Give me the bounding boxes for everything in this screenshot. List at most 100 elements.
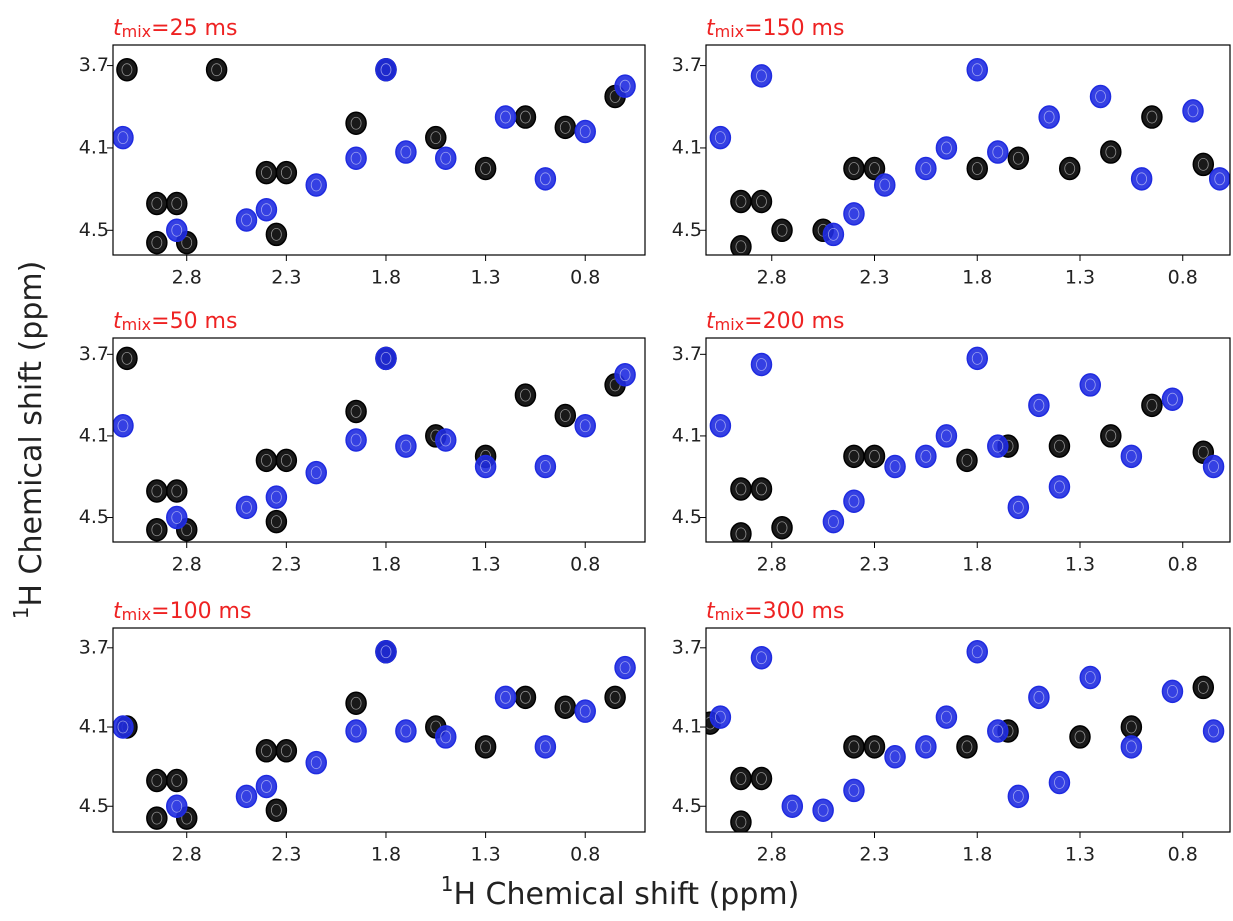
peak-contour — [241, 500, 252, 514]
peak-contour — [270, 228, 282, 241]
peak — [1208, 167, 1230, 191]
plot-frame — [705, 337, 1231, 543]
peak — [474, 156, 497, 181]
peak — [1038, 105, 1060, 129]
peak-contour — [350, 116, 362, 130]
peak-contour — [559, 120, 571, 134]
peak — [1182, 99, 1204, 123]
peak-contour — [1084, 378, 1096, 392]
peak — [1161, 679, 1184, 704]
peak-contour — [380, 645, 392, 659]
peak — [915, 156, 937, 181]
x-tick-label: 1.3 — [470, 554, 500, 576]
peak — [305, 460, 327, 485]
peak — [730, 766, 752, 791]
peak — [255, 774, 278, 799]
y-tick-label: 3.7 — [672, 636, 702, 658]
peak-contour — [714, 131, 726, 145]
panel-title: tmix=50 ms — [113, 309, 237, 334]
peak — [235, 495, 258, 520]
peak-contour — [117, 720, 129, 734]
peak — [1192, 675, 1215, 700]
peak — [514, 105, 537, 129]
peak-contour — [776, 521, 788, 535]
x-tick-label: 1.3 — [1065, 844, 1095, 866]
peak — [146, 768, 168, 793]
peak-contour — [241, 789, 252, 803]
peak-contour — [1136, 172, 1148, 186]
peak-contour — [171, 484, 183, 498]
peak — [966, 640, 988, 664]
peak-contour — [1187, 104, 1199, 118]
peak — [235, 208, 258, 232]
peak — [843, 444, 865, 469]
plot-area — [113, 57, 636, 255]
peak-contour — [992, 439, 1004, 453]
peak-contour — [261, 203, 272, 217]
peak-contour — [380, 63, 392, 77]
panel-title: tmix=100 ms — [113, 599, 251, 624]
peak-contour — [380, 351, 392, 365]
peak — [375, 640, 397, 664]
peak-contour — [714, 419, 726, 433]
plot-area — [706, 640, 1225, 832]
peak — [884, 454, 906, 479]
x-tick-label: 2.8 — [757, 554, 787, 576]
peak-contour — [261, 166, 272, 180]
plot-frame — [705, 627, 1231, 833]
peak-contour — [1214, 172, 1226, 186]
y-tick-label: 4.1 — [672, 716, 702, 738]
peak-contour — [310, 178, 322, 192]
x-tick-label: 0.8 — [1168, 267, 1198, 289]
peak-contour — [1208, 724, 1219, 738]
y-tick-label: 4.5 — [672, 219, 702, 241]
peak — [709, 413, 732, 438]
y-tick-label: 4.5 — [79, 506, 109, 528]
peak-contour — [350, 433, 362, 447]
peak — [395, 434, 417, 458]
peak — [345, 399, 367, 424]
peak — [474, 454, 497, 479]
peak — [730, 810, 752, 832]
peak — [614, 74, 636, 98]
peak-contour — [151, 484, 163, 498]
peak — [987, 140, 1009, 164]
peak-contour — [869, 162, 880, 175]
peak — [1120, 715, 1143, 739]
peak-contour — [619, 661, 631, 675]
peak-contour — [848, 207, 860, 221]
peak-contour — [1208, 460, 1219, 473]
y-tick-label: 3.7 — [79, 636, 109, 658]
peak — [345, 691, 367, 716]
peak-contour — [350, 151, 362, 165]
x-tick-label: 0.8 — [570, 844, 600, 866]
panel: tmix=50 ms 2.8 2.3 1.8 1.3 0.8 3.7 4.1 4.5 — [79, 309, 646, 576]
peak-contour — [1167, 392, 1178, 406]
peak — [514, 383, 537, 407]
panel-title: tmix=300 ms — [706, 599, 844, 624]
plot-area — [709, 346, 1225, 542]
x-tick-label: 2.3 — [271, 844, 301, 866]
peak — [750, 645, 773, 670]
title-symbol: t — [113, 309, 123, 334]
y-tick-label: 3.7 — [672, 343, 702, 365]
peak — [709, 705, 732, 729]
peak — [235, 784, 258, 809]
peak — [1089, 84, 1112, 109]
title-text: =150 ms — [744, 16, 844, 41]
peak — [843, 735, 865, 759]
peak — [863, 156, 886, 181]
peak — [771, 515, 793, 540]
peak-contour — [121, 63, 133, 77]
peak — [935, 136, 958, 160]
y-tick-label: 4.1 — [79, 424, 109, 446]
peak-contour — [920, 162, 932, 175]
peak — [434, 428, 457, 452]
peak — [1007, 784, 1030, 809]
peak-contour — [579, 125, 591, 138]
peak — [1079, 373, 1102, 397]
peak — [1192, 152, 1215, 177]
peak-contour — [480, 162, 491, 175]
peak — [915, 735, 937, 759]
peak-contour — [714, 710, 726, 724]
